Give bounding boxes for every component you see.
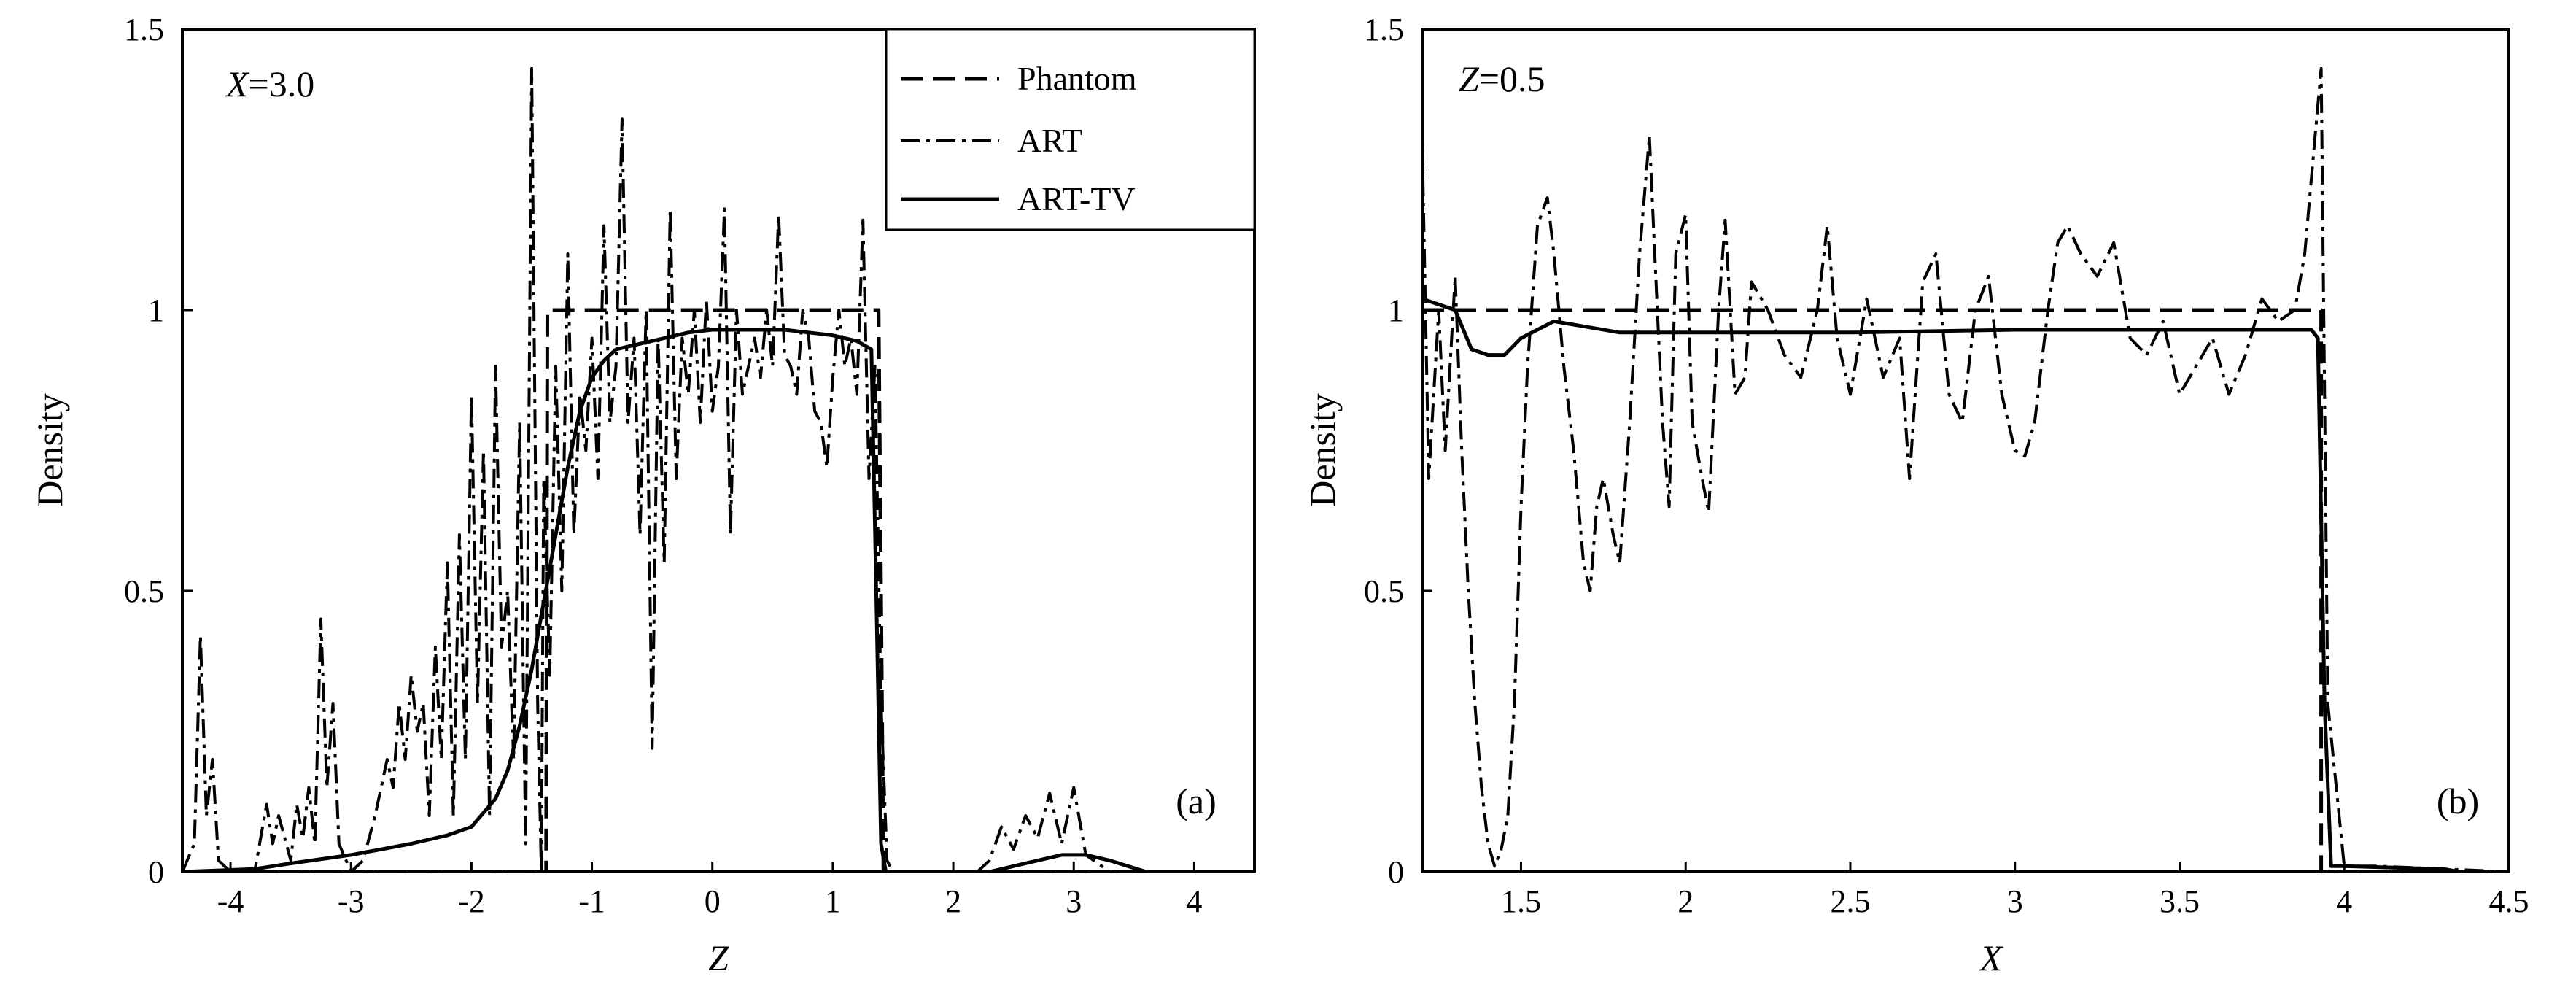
x-tick-label-b: 2.5 bbox=[1830, 883, 1870, 919]
legend: Phantom ART ART-TV bbox=[885, 28, 1256, 231]
y-tick-label-a: 1.5 bbox=[124, 12, 164, 47]
legend-label-art-tv: ART-TV bbox=[1017, 180, 1136, 217]
x-tick-label-b: 4.5 bbox=[2489, 883, 2529, 919]
y-axis-label-a: Density bbox=[29, 393, 70, 507]
annotation-b-var: Z bbox=[1459, 58, 1480, 99]
x-tick-label-a: 4 bbox=[1186, 883, 1202, 919]
annotation-b: Z=0.5 bbox=[1459, 58, 1545, 99]
annotation-a-var: X bbox=[225, 63, 250, 104]
series-a-phantom bbox=[182, 308, 1254, 872]
ticks-b: 1.5 2 2.5 3 3.5 4 4.5 0 0.5 1 1.5 bbox=[1364, 12, 2529, 919]
ticks-a: -4 -3 -2 -1 0 1 2 3 4 0 0.5 1 1.5 bbox=[124, 12, 1202, 919]
x-tick-label-a: 3 bbox=[1066, 883, 1082, 919]
panel-tag-b: (b) bbox=[2437, 781, 2479, 821]
y-axis-label-b: Density bbox=[1302, 393, 1343, 507]
x-tick-label-a: 2 bbox=[945, 883, 961, 919]
y-tick-label-a: 0 bbox=[148, 854, 164, 890]
x-tick-label-a: 0 bbox=[705, 883, 721, 919]
series-b-art-tv bbox=[1422, 297, 2460, 872]
y-tick-label-b: 0 bbox=[1388, 854, 1404, 890]
legend-label-phantom: Phantom bbox=[1017, 60, 1137, 97]
plot-frame-a bbox=[181, 28, 1256, 873]
x-tick-label-b: 3 bbox=[2007, 883, 2023, 919]
series-a-art bbox=[182, 66, 1254, 872]
plot-area-b bbox=[1422, 66, 2509, 872]
annotation-a: X=3.0 bbox=[225, 63, 314, 104]
panel-b: 1.5 2 2.5 3 3.5 4 4.5 0 0.5 1 1.5 Z=0.5 (b) X Dens… bbox=[1302, 12, 2529, 978]
legend-label-art: ART bbox=[1017, 122, 1082, 159]
plot-area-a bbox=[182, 66, 1254, 872]
y-tick-label-b: 0.5 bbox=[1364, 573, 1404, 609]
y-tick-label-a: 0.5 bbox=[124, 573, 164, 609]
x-axis-label-b: X bbox=[1979, 937, 2004, 978]
x-tick-label-b: 3.5 bbox=[2160, 883, 2200, 919]
y-tick-label-b: 1 bbox=[1388, 293, 1404, 328]
annotation-a-rest: =3.0 bbox=[249, 63, 315, 104]
panel-tag-a: (a) bbox=[1176, 781, 1217, 821]
x-tick-label-a: -1 bbox=[578, 883, 605, 919]
panel-a: -4 -3 -2 -1 0 1 2 3 4 0 0.5 1 1.5 X=3.0 (a) Z Densit… bbox=[29, 12, 1256, 978]
x-tick-label-a: -2 bbox=[458, 883, 485, 919]
x-tick-label-b: 2 bbox=[1677, 883, 1694, 919]
y-tick-label-a: 1 bbox=[148, 293, 164, 328]
x-tick-label-a: -4 bbox=[217, 883, 244, 919]
x-tick-label-a: 1 bbox=[825, 883, 841, 919]
x-tick-label-a: -3 bbox=[338, 883, 365, 919]
series-b-art bbox=[1422, 66, 2509, 872]
legend-box bbox=[885, 28, 1256, 231]
x-tick-label-b: 1.5 bbox=[1501, 883, 1541, 919]
annotation-b-rest: =0.5 bbox=[1479, 58, 1545, 99]
x-tick-label-b: 4 bbox=[2336, 883, 2352, 919]
x-axis-label-a: Z bbox=[708, 937, 729, 978]
y-tick-label-b: 1.5 bbox=[1364, 12, 1404, 47]
plot-frame-b bbox=[1421, 28, 2510, 873]
series-b-phantom bbox=[1422, 308, 2509, 872]
series-a-art-tv bbox=[182, 328, 1254, 872]
